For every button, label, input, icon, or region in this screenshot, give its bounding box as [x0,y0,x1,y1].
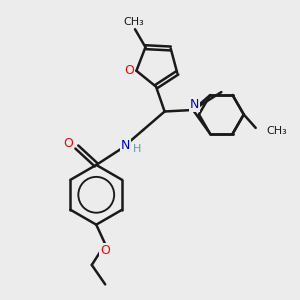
Text: CH₃: CH₃ [123,17,144,27]
Text: O: O [100,244,110,257]
Text: CH₃: CH₃ [266,126,287,136]
Text: O: O [64,137,74,150]
Text: N: N [121,139,130,152]
Text: O: O [124,64,134,77]
Text: H: H [133,143,141,154]
Text: N: N [190,98,199,111]
